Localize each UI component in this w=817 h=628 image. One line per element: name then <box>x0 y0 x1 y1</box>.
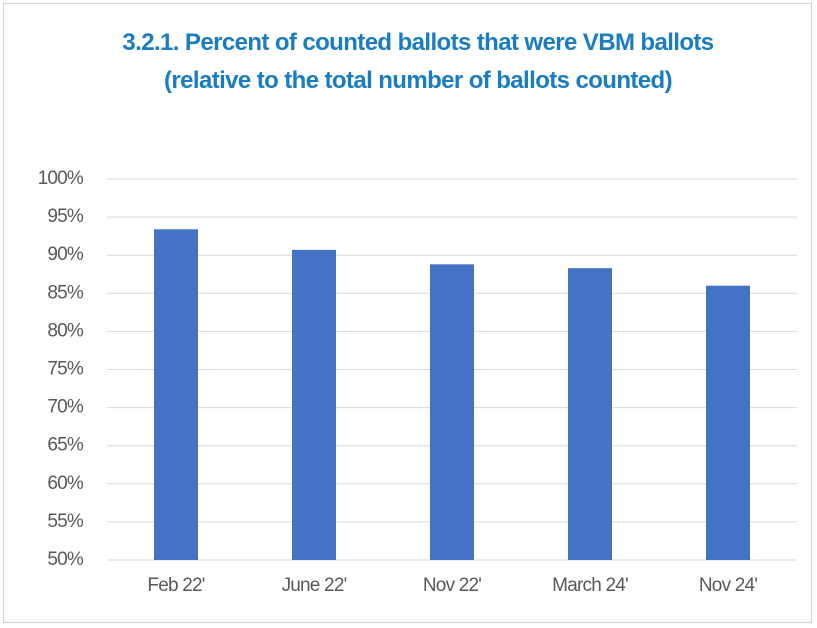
x-tick-label: March 24' <box>552 575 628 596</box>
chart-frame <box>3 3 812 623</box>
y-tick-label: 50% <box>47 549 84 570</box>
chart-title: 3.2.1. Percent of counted ballots that w… <box>122 29 714 94</box>
bar <box>430 264 474 560</box>
x-tick-label: Feb 22' <box>147 575 204 596</box>
x-tick-label: Nov 22' <box>423 575 481 596</box>
x-tick-label: Nov 24' <box>699 575 757 596</box>
y-tick-label: 95% <box>47 206 84 227</box>
bar <box>568 268 612 560</box>
y-tick-label: 55% <box>47 511 84 532</box>
bar <box>292 249 336 560</box>
y-tick-label: 65% <box>47 435 84 456</box>
y-tick-label: 70% <box>47 397 84 418</box>
y-tick-label: 60% <box>47 473 84 494</box>
y-tick-label: 75% <box>47 359 84 380</box>
y-tick-label: 100% <box>38 168 84 189</box>
bar <box>706 285 750 560</box>
y-tick-label: 90% <box>47 244 84 265</box>
x-tick-label: June 22' <box>282 575 347 596</box>
y-tick-label: 85% <box>47 282 84 303</box>
bar <box>154 229 198 561</box>
y-tick-label: 80% <box>47 320 84 341</box>
